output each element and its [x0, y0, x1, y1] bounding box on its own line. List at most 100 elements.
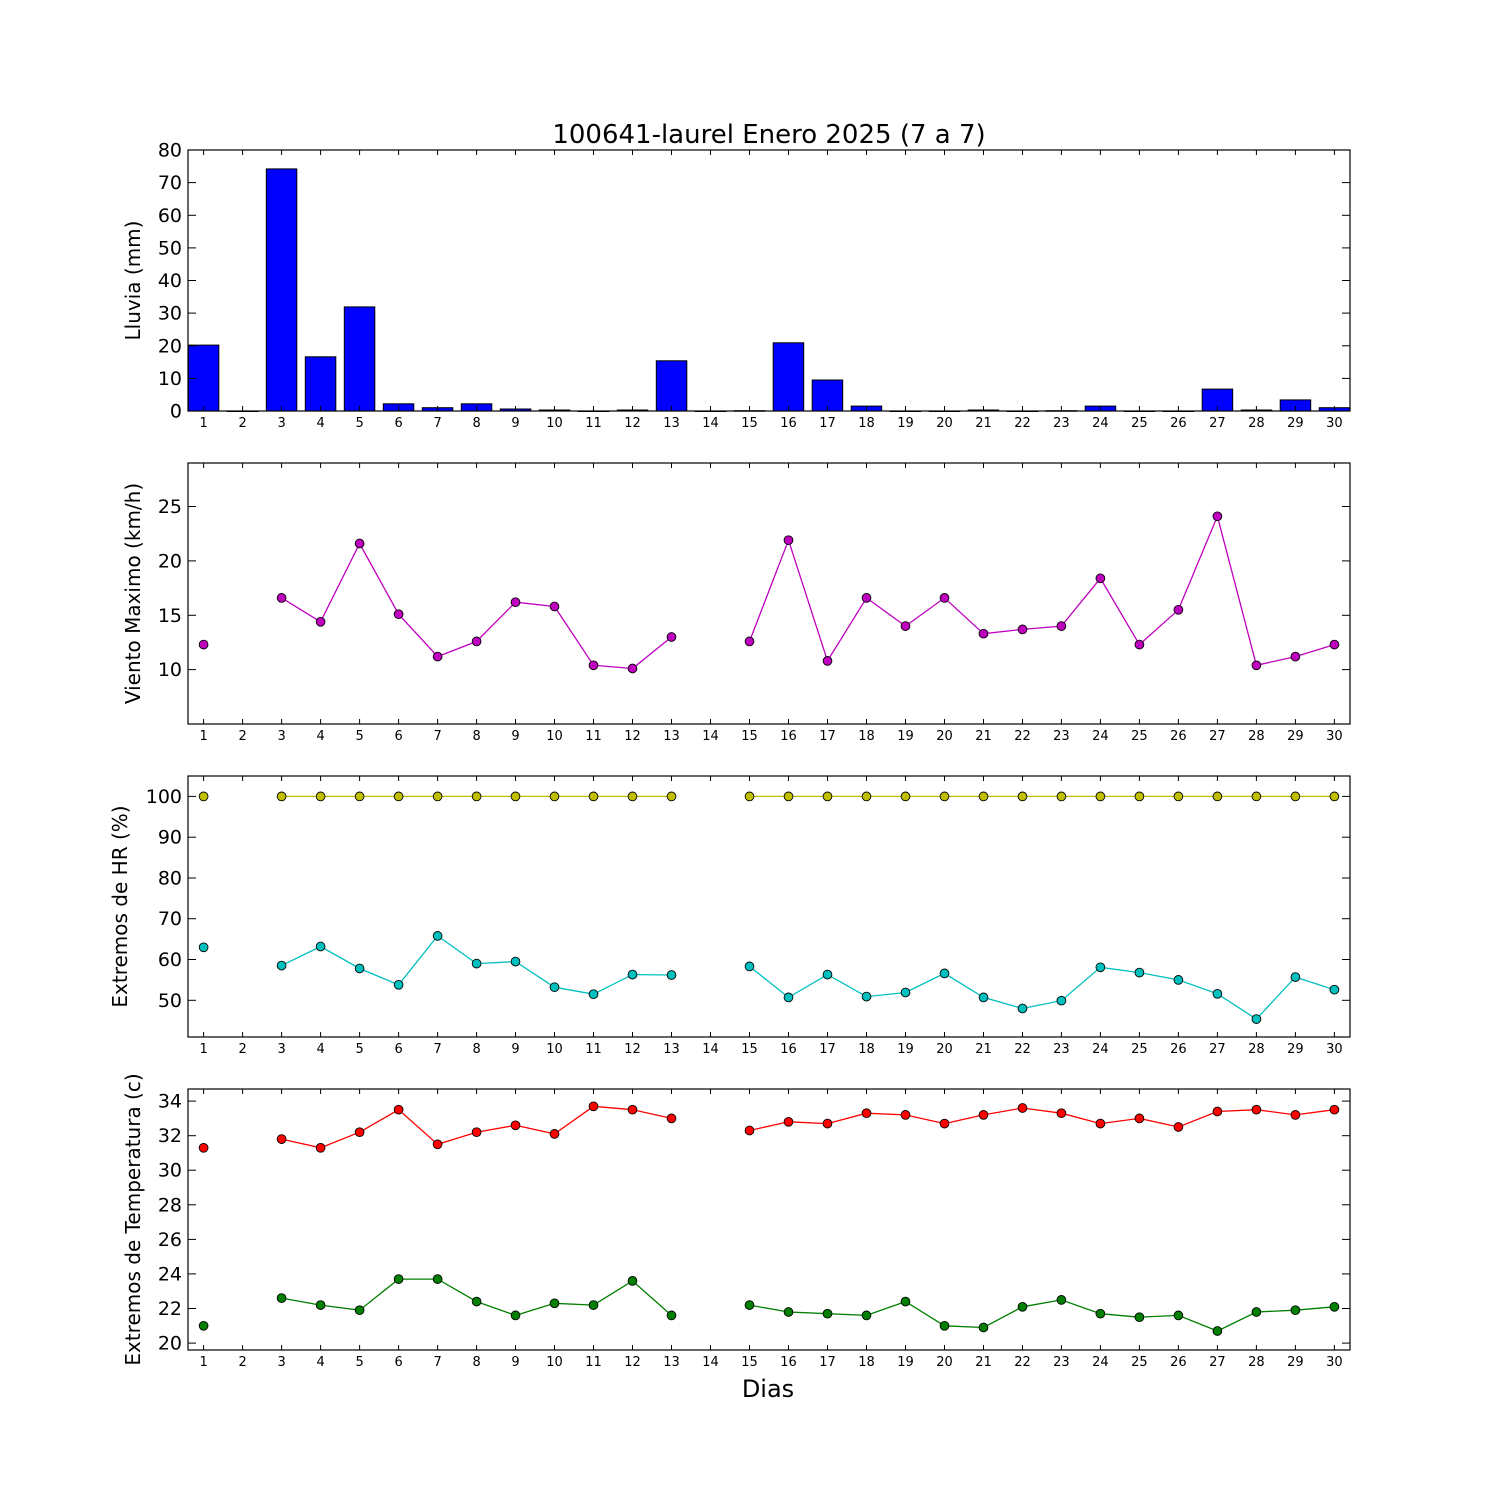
panel-1: 1 2 3 4 5 6 7 8 9 10 11 12 13 14 15 16 17 18 19 20 21 22 23 24 2… [121, 140, 1351, 431]
x-tick-label: 29 [1287, 1355, 1304, 1370]
series-2-point-day-11 [588, 989, 599, 1000]
x-tick-label: 20 [936, 1355, 953, 1370]
series-1-point-day-8 [471, 1127, 482, 1138]
series-1-point-day-21 [978, 628, 989, 639]
y-tick-label: 80 [158, 868, 182, 890]
x-tick-label: 16 [780, 416, 797, 431]
x-axis-label: Dias [742, 1375, 794, 1403]
series-2-point-day-19 [900, 1296, 911, 1307]
series-1-point-day-26 [1173, 1122, 1184, 1132]
series-1-point-day-5 [354, 791, 365, 802]
series-1-point-day-1 [198, 791, 209, 802]
x-tick-label: 7 [433, 729, 441, 744]
series-1-point-day-13 [666, 632, 677, 642]
series-2-line [749, 1299, 1335, 1332]
x-tick-label: 11 [585, 416, 602, 431]
x-tick-label: 16 [780, 1042, 797, 1057]
series-2-point-day-1 [198, 1320, 209, 1331]
series-1-point-day-22 [1017, 624, 1028, 635]
x-tick-label: 14 [702, 729, 719, 744]
series-2-point-day-29 [1290, 972, 1301, 982]
x-tick-label: 28 [1248, 416, 1265, 431]
series-2-point-day-29 [1290, 1305, 1301, 1316]
series-2-point-day-8 [471, 958, 482, 969]
x-tick-label: 28 [1248, 1355, 1265, 1370]
series-1-point-day-11 [588, 791, 599, 802]
series-1-point-day-22 [1017, 791, 1028, 802]
y-tick-label: 50 [158, 990, 182, 1012]
series-1-line [749, 1107, 1335, 1132]
y-tick-label: 60 [158, 205, 182, 227]
x-tick-label: 16 [780, 1355, 797, 1370]
x-tick-label: 23 [1053, 1355, 1070, 1370]
series-2-point-day-26 [1173, 975, 1184, 985]
series-1-point-day-17 [822, 1118, 833, 1129]
series-1-point-day-22 [1017, 1103, 1028, 1113]
x-tick-label: 18 [858, 1355, 875, 1370]
series-2-point-day-17 [822, 969, 833, 980]
x-tick-label: 2 [238, 1042, 246, 1057]
series-1-point-day-25 [1134, 791, 1145, 802]
series-2-point-day-15 [744, 961, 755, 972]
x-tick-label: 6 [394, 729, 402, 744]
x-tick-label: 22 [1014, 729, 1031, 744]
series-1-point-day-29 [1290, 791, 1301, 802]
x-tick-label: 7 [433, 1042, 441, 1057]
series-1-point-day-15 [744, 791, 755, 802]
series-1-line [281, 1105, 672, 1149]
x-tick-label: 5 [355, 1355, 363, 1370]
series-2-point-day-6 [393, 1274, 404, 1284]
y-tick-label: 28 [158, 1194, 182, 1216]
series-1-point-day-16 [783, 1116, 794, 1127]
x-tick-label: 9 [511, 416, 519, 431]
x-tick-label: 8 [472, 729, 480, 744]
x-tick-label: 13 [663, 729, 680, 744]
series-1-point-day-15 [744, 636, 755, 647]
series-2-point-day-21 [978, 1322, 989, 1333]
series-1-point-day-20 [939, 1118, 950, 1129]
series-1-point-day-3 [276, 1134, 287, 1144]
series-1-point-day-7 [432, 651, 443, 662]
series-1-point-day-11 [588, 660, 599, 671]
series-1-point-day-16 [783, 791, 794, 802]
y-tick-label: 30 [158, 303, 182, 325]
y-tick-label: 26 [158, 1229, 182, 1251]
series-1-point-day-7 [432, 1139, 443, 1150]
series-2-point-day-25 [1134, 967, 1145, 978]
x-tick-label: 4 [316, 416, 324, 431]
x-tick-label: 23 [1053, 1042, 1070, 1057]
series-1-point-day-29 [1290, 1110, 1301, 1120]
x-tick-label: 28 [1248, 729, 1265, 744]
panel-3-frame [187, 775, 1351, 1038]
x-tick-label: 8 [472, 1355, 480, 1370]
series-2-point-day-10 [549, 982, 560, 993]
x-tick-label: 7 [433, 1355, 441, 1370]
x-tick-label: 25 [1131, 1355, 1148, 1370]
series-1-point-day-18 [861, 791, 872, 802]
panel-2: 1 2 3 4 5 6 7 8 9 10 11 12 13 14 15 16 17 18 19 20 21 22 23 24 2… [121, 462, 1351, 744]
series-2-line [749, 965, 1335, 1020]
series-1-point-day-5 [354, 1127, 365, 1138]
x-tick-label: 19 [897, 729, 914, 744]
x-tick-label: 14 [702, 1042, 719, 1057]
series-1-point-day-5 [354, 538, 365, 549]
x-tick-label: 9 [511, 1355, 519, 1370]
series-2-point-day-4 [315, 1300, 326, 1310]
series-2-point-day-17 [822, 1308, 833, 1319]
series-2-point-day-18 [861, 991, 872, 1002]
x-tick-label: 16 [780, 729, 797, 744]
x-tick-label: 12 [624, 1042, 641, 1057]
series-1-point-day-6 [393, 1104, 404, 1115]
x-tick-label: 27 [1209, 1042, 1226, 1057]
x-tick-label: 27 [1209, 416, 1226, 431]
series-1-point-day-9 [510, 1120, 521, 1131]
x-tick-label: 26 [1170, 1042, 1187, 1057]
series-1-point-day-24 [1095, 791, 1106, 802]
y-tick-label: 20 [158, 550, 182, 572]
series-1-point-day-23 [1056, 1108, 1067, 1119]
series-1-point-day-19 [900, 1110, 911, 1120]
bar-day-16 [772, 342, 805, 412]
bar-day-17 [811, 379, 844, 412]
series-2-point-day-9 [510, 956, 521, 967]
